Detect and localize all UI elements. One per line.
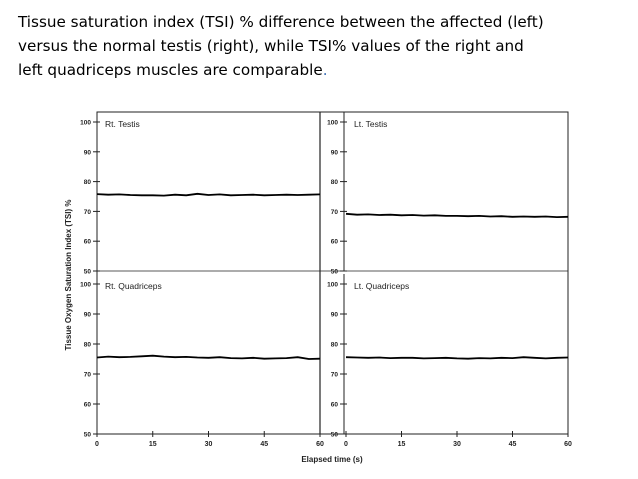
caption-line-1: Tissue saturation index (TSI) % differen… xyxy=(18,13,544,31)
caption-line-2: versus the normal testis (right), while … xyxy=(18,37,524,55)
y-tick-label: 70 xyxy=(331,209,339,216)
x-tick-label: 60 xyxy=(564,441,572,448)
chart-frame xyxy=(96,111,569,435)
panel-title: Rt. Quadriceps xyxy=(105,281,162,291)
series-line xyxy=(96,192,321,197)
panel-title: Lt. Quadriceps xyxy=(354,281,409,291)
y-tick-label: 70 xyxy=(331,372,339,379)
series-line xyxy=(96,354,321,360)
y-tick-label: 70 xyxy=(84,209,92,216)
y-tick-label: 50 xyxy=(84,432,92,439)
y-tick-label: 90 xyxy=(331,312,339,319)
panel-title: Rt. Testis xyxy=(105,119,140,129)
y-axis-label: Tissue Oxygen Saturation Index (TSI) % xyxy=(64,200,73,351)
y-tick-label: 80 xyxy=(84,342,92,349)
x-tick-label: 0 xyxy=(95,441,99,448)
y-tick-label: 80 xyxy=(331,179,339,186)
x-tick-label: 60 xyxy=(316,441,324,448)
x-tick-label: 0 xyxy=(344,441,348,448)
x-axis-label: Elapsed time (s) xyxy=(301,455,363,464)
y-tick-label: 80 xyxy=(84,179,92,186)
y-tick-label: 70 xyxy=(84,372,92,379)
y-tick-label: 100 xyxy=(80,282,91,289)
y-tick-label: 60 xyxy=(84,402,92,409)
x-tick-label: 45 xyxy=(260,441,268,448)
y-tick-label: 100 xyxy=(327,120,338,127)
y-tick-label: 80 xyxy=(331,342,339,349)
x-tick-label: 15 xyxy=(149,441,157,448)
y-tick-label: 60 xyxy=(331,402,339,409)
y-tick-label: 100 xyxy=(80,120,91,127)
series-line xyxy=(345,212,569,219)
y-tick-label: 60 xyxy=(331,239,339,246)
x-tick-label: 45 xyxy=(509,441,517,448)
y-tick-label: 50 xyxy=(84,269,92,276)
caption: Tissue saturation index (TSI) % differen… xyxy=(18,10,626,82)
y-tick-label: 60 xyxy=(84,239,92,246)
caption-period: . xyxy=(322,61,328,79)
x-tick-label: 30 xyxy=(453,441,461,448)
y-tick-label: 50 xyxy=(331,432,339,439)
y-tick-label: 90 xyxy=(84,149,92,156)
x-tick-label: 15 xyxy=(398,441,406,448)
caption-line-3-text: left quadriceps muscles are comparable xyxy=(18,61,323,79)
x-tick-label: 30 xyxy=(205,441,213,448)
y-tick-label: 50 xyxy=(331,269,339,276)
y-tick-label: 90 xyxy=(331,149,339,156)
y-tick-label: 100 xyxy=(327,282,338,289)
caption-line-3: left quadriceps muscles are comparable. xyxy=(18,58,626,82)
series-line xyxy=(345,356,569,360)
y-tick-label: 90 xyxy=(84,312,92,319)
panel-title: Lt. Testis xyxy=(354,119,387,129)
